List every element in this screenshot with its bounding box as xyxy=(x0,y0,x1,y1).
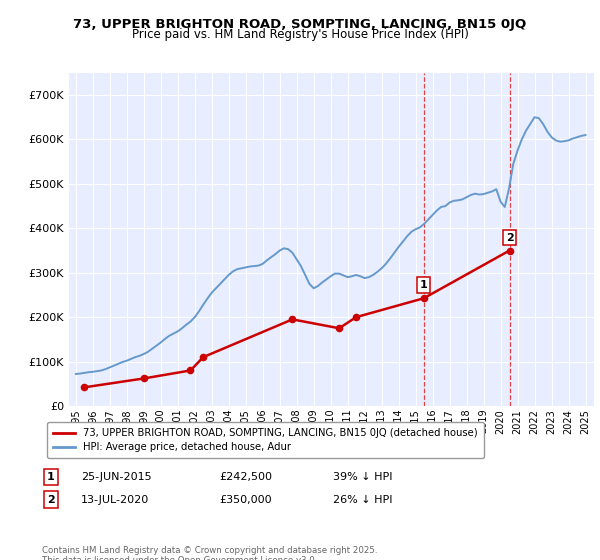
Point xyxy=(139,374,149,383)
Text: £242,500: £242,500 xyxy=(219,472,272,482)
Text: 73, UPPER BRIGHTON ROAD, SOMPTING, LANCING, BN15 0JQ: 73, UPPER BRIGHTON ROAD, SOMPTING, LANCI… xyxy=(73,17,527,31)
Point xyxy=(352,312,361,321)
Text: Price paid vs. HM Land Registry's House Price Index (HPI): Price paid vs. HM Land Registry's House … xyxy=(131,28,469,41)
Text: 26% ↓ HPI: 26% ↓ HPI xyxy=(333,494,392,505)
Text: 13-JUL-2020: 13-JUL-2020 xyxy=(81,494,149,505)
Point xyxy=(287,315,297,324)
Text: 1: 1 xyxy=(420,280,428,290)
Point xyxy=(79,383,89,392)
Point xyxy=(334,324,344,333)
Text: £350,000: £350,000 xyxy=(219,494,272,505)
Point xyxy=(185,366,195,375)
Text: 25-JUN-2015: 25-JUN-2015 xyxy=(81,472,152,482)
Text: 39% ↓ HPI: 39% ↓ HPI xyxy=(333,472,392,482)
Text: 1: 1 xyxy=(47,472,55,482)
Point xyxy=(419,294,428,303)
Point xyxy=(505,246,514,255)
Text: 2: 2 xyxy=(47,494,55,505)
Text: 2: 2 xyxy=(506,232,514,242)
Legend: 73, UPPER BRIGHTON ROAD, SOMPTING, LANCING, BN15 0JQ (detached house), HPI: Aver: 73, UPPER BRIGHTON ROAD, SOMPTING, LANCI… xyxy=(47,422,484,458)
Point xyxy=(199,353,208,362)
Text: Contains HM Land Registry data © Crown copyright and database right 2025.
This d: Contains HM Land Registry data © Crown c… xyxy=(42,546,377,560)
